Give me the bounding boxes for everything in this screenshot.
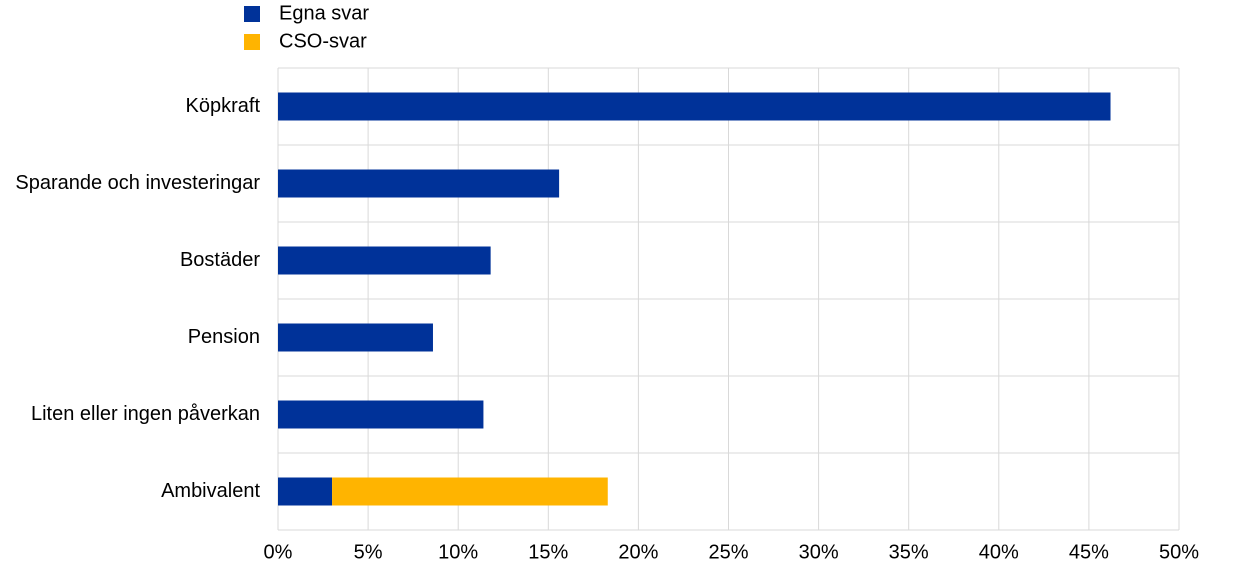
- y-tick-label: Köpkraft: [186, 95, 261, 117]
- bar: [332, 477, 608, 506]
- x-tick-label: 35%: [889, 541, 929, 563]
- legend-label: CSO-svar: [279, 30, 367, 52]
- legend-label: Egna svar: [279, 2, 369, 24]
- bar: [278, 477, 333, 506]
- bar: [278, 323, 433, 352]
- x-tick-label: 15%: [528, 541, 568, 563]
- x-tick-label: 20%: [618, 541, 658, 563]
- y-tick-label: Ambivalent: [161, 480, 260, 502]
- bar: [278, 92, 1111, 121]
- x-tick-label: 25%: [708, 541, 748, 563]
- y-tick-label: Sparande och investeringar: [15, 172, 260, 194]
- x-tick-label: 45%: [1069, 541, 1109, 563]
- x-tick-label: 40%: [979, 541, 1019, 563]
- bar: [278, 400, 484, 429]
- x-tick-label: 30%: [799, 541, 839, 563]
- x-tick-label: 5%: [354, 541, 383, 563]
- x-tick-label: 0%: [264, 541, 293, 563]
- y-tick-label: Liten eller ingen påverkan: [31, 403, 260, 425]
- y-tick-label: Bostäder: [180, 249, 260, 271]
- legend-swatch: [244, 6, 260, 22]
- y-tick-label: Pension: [188, 326, 260, 348]
- x-tick-label: 10%: [438, 541, 478, 563]
- bar: [278, 169, 560, 198]
- legend-swatch: [244, 34, 260, 50]
- bar: [278, 246, 491, 275]
- x-tick-label: 50%: [1159, 541, 1199, 563]
